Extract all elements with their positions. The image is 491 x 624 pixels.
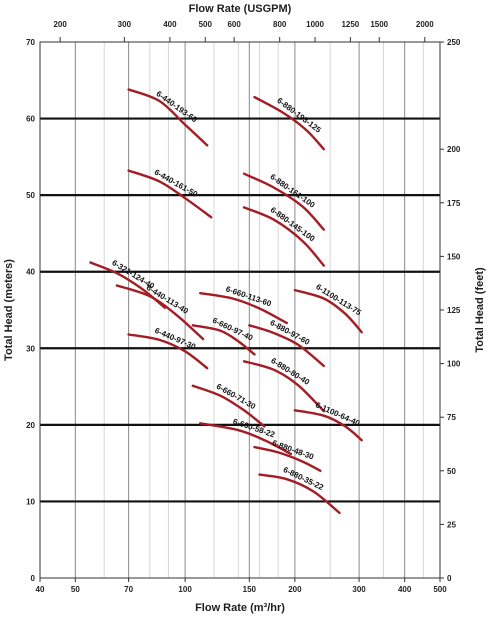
x-top-tick-label: 1000 bbox=[306, 20, 324, 29]
pump-curve-line bbox=[242, 206, 325, 267]
pump-curve-line bbox=[127, 88, 209, 147]
pump-curve-line bbox=[293, 288, 363, 334]
y-right-tick-label: 150 bbox=[447, 252, 461, 261]
y-right-tick-label: 250 bbox=[447, 38, 461, 47]
x-tick-label: 40 bbox=[36, 585, 45, 594]
pump-curve-line bbox=[258, 473, 341, 515]
x-tick-label: 200 bbox=[288, 585, 302, 594]
y-tick-label: 40 bbox=[26, 268, 35, 277]
y-right-tick-label: 175 bbox=[447, 199, 461, 208]
y-right-tick-label: 50 bbox=[447, 467, 456, 476]
pump-curve-line bbox=[248, 324, 325, 368]
x-tick-label: 50 bbox=[71, 585, 80, 594]
x-tick-label: 400 bbox=[398, 585, 412, 594]
pump-curve-line bbox=[253, 445, 322, 472]
pump-curve-line bbox=[191, 384, 266, 428]
pump-curve-line bbox=[242, 360, 325, 413]
x-tick-label: 150 bbox=[243, 585, 257, 594]
y-right-tick-label: 200 bbox=[447, 145, 461, 154]
grid bbox=[39, 42, 441, 578]
x-top-tick-label: 1250 bbox=[341, 20, 359, 29]
x-axis-title-bottom: Flow Rate (m³/hr) bbox=[195, 602, 285, 614]
x-top-tick-label: 800 bbox=[273, 20, 287, 29]
x-tick-label: 100 bbox=[178, 585, 192, 594]
y-tick-label: 10 bbox=[26, 497, 35, 506]
pump-curve-line bbox=[115, 284, 205, 341]
x-top-tick-label: 200 bbox=[53, 20, 67, 29]
x-axis-title-top: Flow Rate (USGPM) bbox=[189, 3, 292, 15]
pump-curve-line bbox=[191, 324, 256, 356]
y-axis-title-left: Total Head (meters) bbox=[3, 259, 15, 361]
x-tick-label: 500 bbox=[433, 585, 447, 594]
x-top-tick-label: 2000 bbox=[416, 20, 434, 29]
pump-curve-line bbox=[127, 333, 209, 370]
y-tick-label: 70 bbox=[26, 38, 35, 47]
y-axis-title-right: Total Head (feet) bbox=[474, 267, 486, 353]
x-tick-label: 300 bbox=[352, 585, 366, 594]
y-right-tick-label: 125 bbox=[447, 306, 461, 315]
y-tick-label: 60 bbox=[26, 115, 35, 124]
x-top-tick-label: 300 bbox=[118, 20, 132, 29]
x-top-tick-label: 1500 bbox=[370, 20, 388, 29]
pump-curve-line bbox=[199, 422, 293, 456]
y-tick-label: 20 bbox=[26, 421, 35, 430]
pump-curve-line bbox=[253, 95, 325, 151]
y-right-tick-label: 0 bbox=[447, 574, 452, 583]
y-tick-label: 30 bbox=[26, 344, 35, 353]
pump-curve-line bbox=[127, 169, 213, 219]
y-tick-label: 0 bbox=[31, 574, 36, 583]
y-tick-label: 50 bbox=[26, 191, 35, 200]
y-right-tick-label: 25 bbox=[447, 520, 456, 529]
y-right-tick-label: 100 bbox=[447, 360, 461, 369]
pump-curve-line bbox=[293, 409, 363, 442]
plot-background bbox=[40, 42, 440, 578]
y-right-tick-label: 75 bbox=[447, 413, 456, 422]
x-top-tick-label: 600 bbox=[227, 20, 241, 29]
x-top-tick-label: 400 bbox=[163, 20, 177, 29]
x-tick-label: 70 bbox=[124, 585, 133, 594]
pump-curve-line bbox=[242, 172, 325, 231]
x-top-tick-label: 500 bbox=[199, 20, 213, 29]
pump-curve-line bbox=[199, 292, 288, 325]
